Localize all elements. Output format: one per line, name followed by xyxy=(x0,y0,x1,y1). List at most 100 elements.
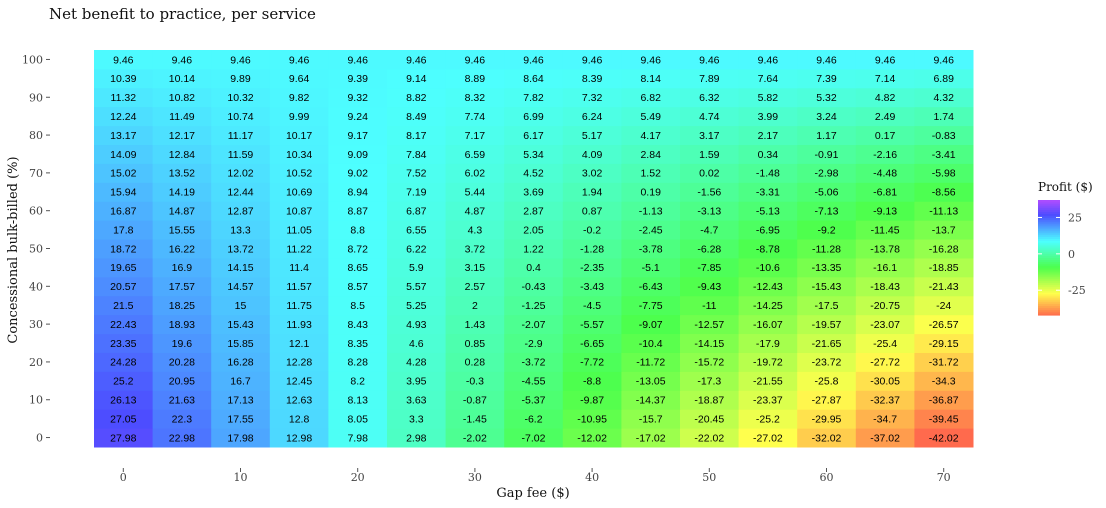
cell-label: -25.8 xyxy=(815,376,839,388)
heatmap-cell xyxy=(621,125,681,146)
y-tick-label: 100 xyxy=(22,53,43,66)
heatmap-cell xyxy=(152,50,212,70)
cell-label: 2.49 xyxy=(875,111,896,123)
cell-label: 7.74 xyxy=(465,111,486,123)
cell-label: 9.09 xyxy=(347,149,368,161)
cell-label: 6.02 xyxy=(465,168,486,180)
heatmap-cell xyxy=(855,125,915,146)
heatmap-cell xyxy=(94,390,154,410)
heatmap-cell xyxy=(855,87,915,108)
heatmap-cell xyxy=(211,352,271,372)
heatmap-cell xyxy=(738,428,798,448)
legend-color-step xyxy=(1038,265,1060,268)
heatmap-cell xyxy=(152,390,212,410)
heatmap-cell xyxy=(152,201,212,221)
cell-label: 19.65 xyxy=(110,262,136,274)
heatmap-cell xyxy=(269,390,329,410)
cell-label: 8.65 xyxy=(347,262,368,274)
cell-label: -8.78 xyxy=(756,243,780,255)
cell-label: -1.13 xyxy=(639,205,663,217)
cell-label: -21.65 xyxy=(812,338,842,350)
heatmap-cell xyxy=(504,201,564,221)
cell-label: 7.89 xyxy=(699,73,720,85)
cell-label: 8.28 xyxy=(347,357,368,369)
cell-label: -0.43 xyxy=(522,281,546,293)
heatmap-cell xyxy=(797,106,857,127)
heatmap-cell xyxy=(621,182,681,202)
legend-color-step xyxy=(1038,309,1060,312)
heatmap-cell xyxy=(211,257,271,278)
cell-label: 1.43 xyxy=(465,319,486,331)
heatmap-cell xyxy=(211,333,271,353)
cell-label: 4.93 xyxy=(406,319,427,331)
heatmap-cell xyxy=(797,409,857,429)
legend-color-step xyxy=(1038,207,1060,211)
heatmap-cell xyxy=(387,409,447,429)
heatmap-cell xyxy=(797,125,857,146)
heatmap-cell xyxy=(797,68,857,89)
cell-label: 7.17 xyxy=(465,130,486,142)
cell-label: 1.94 xyxy=(582,187,603,199)
legend-color-step xyxy=(1038,270,1060,274)
cell-label: 9.46 xyxy=(230,54,251,66)
cell-label: -27.72 xyxy=(870,357,900,369)
heatmap-cell xyxy=(914,409,974,429)
heatmap-cell xyxy=(94,163,154,183)
heatmap-cell xyxy=(445,68,505,89)
heatmap-cell xyxy=(855,220,915,240)
cell-label: -25.2 xyxy=(756,413,780,425)
cell-label: -32.02 xyxy=(812,432,842,444)
heatmap-cell xyxy=(152,276,212,297)
heatmap-cell xyxy=(914,201,974,221)
cell-label: 9.46 xyxy=(582,54,603,66)
heatmap-cell xyxy=(152,87,212,108)
cell-label: 7.14 xyxy=(875,73,896,85)
cell-label: -29.15 xyxy=(929,338,959,350)
heatmap-cell xyxy=(152,371,212,391)
cell-label: 15.55 xyxy=(169,224,195,236)
heatmap-cell xyxy=(914,125,974,146)
heatmap-cell xyxy=(269,409,329,429)
cell-label: -2.45 xyxy=(639,224,663,236)
cell-label: 6.89 xyxy=(933,73,954,85)
legend-color-step xyxy=(1038,278,1060,282)
cell-label: 0.19 xyxy=(640,187,661,199)
heatmap-cell xyxy=(562,239,622,259)
cell-label: 15.85 xyxy=(227,338,253,350)
heatmap-cell xyxy=(94,239,154,259)
legend-color-step xyxy=(1038,311,1060,314)
heatmap-cell xyxy=(855,352,915,372)
cell-label: 6.87 xyxy=(406,205,427,217)
cell-label: -10.95 xyxy=(577,413,607,425)
heatmap-cell xyxy=(387,276,447,297)
heatmap-cell xyxy=(504,428,564,448)
heatmap-cell xyxy=(269,276,329,297)
legend-color-step xyxy=(1038,213,1060,216)
heatmap-cell xyxy=(211,144,271,164)
heatmap-cell xyxy=(738,409,798,429)
heatmap-cell xyxy=(445,276,505,297)
heatmap-cell xyxy=(328,201,388,221)
heatmap-cell xyxy=(445,50,505,70)
cell-label: -22.02 xyxy=(694,432,724,444)
y-axis-title: Concessional bulk-billed (%) xyxy=(6,156,21,343)
x-tick-label: 20 xyxy=(351,471,365,484)
heatmap-cell xyxy=(797,87,857,108)
heatmap-cell xyxy=(211,201,271,221)
heatmap-cell xyxy=(94,144,154,164)
cell-label: -15.7 xyxy=(639,413,663,425)
heatmap-cell xyxy=(855,163,915,183)
cell-label: 9.46 xyxy=(347,54,368,66)
heatmap-cell xyxy=(738,390,798,410)
heatmap-cell xyxy=(914,106,974,127)
cell-label: 8.72 xyxy=(347,243,368,255)
heatmap-cell xyxy=(855,333,915,353)
cell-label: 12.63 xyxy=(286,395,312,407)
legend-color-step xyxy=(1038,295,1060,299)
cell-label: -37.02 xyxy=(870,432,900,444)
heatmap-cell xyxy=(797,163,857,183)
y-tick-label: 40 xyxy=(29,280,43,293)
cell-label: -34.3 xyxy=(932,376,956,388)
heatmap-cell xyxy=(152,295,212,316)
cell-label: -7.75 xyxy=(639,300,663,312)
